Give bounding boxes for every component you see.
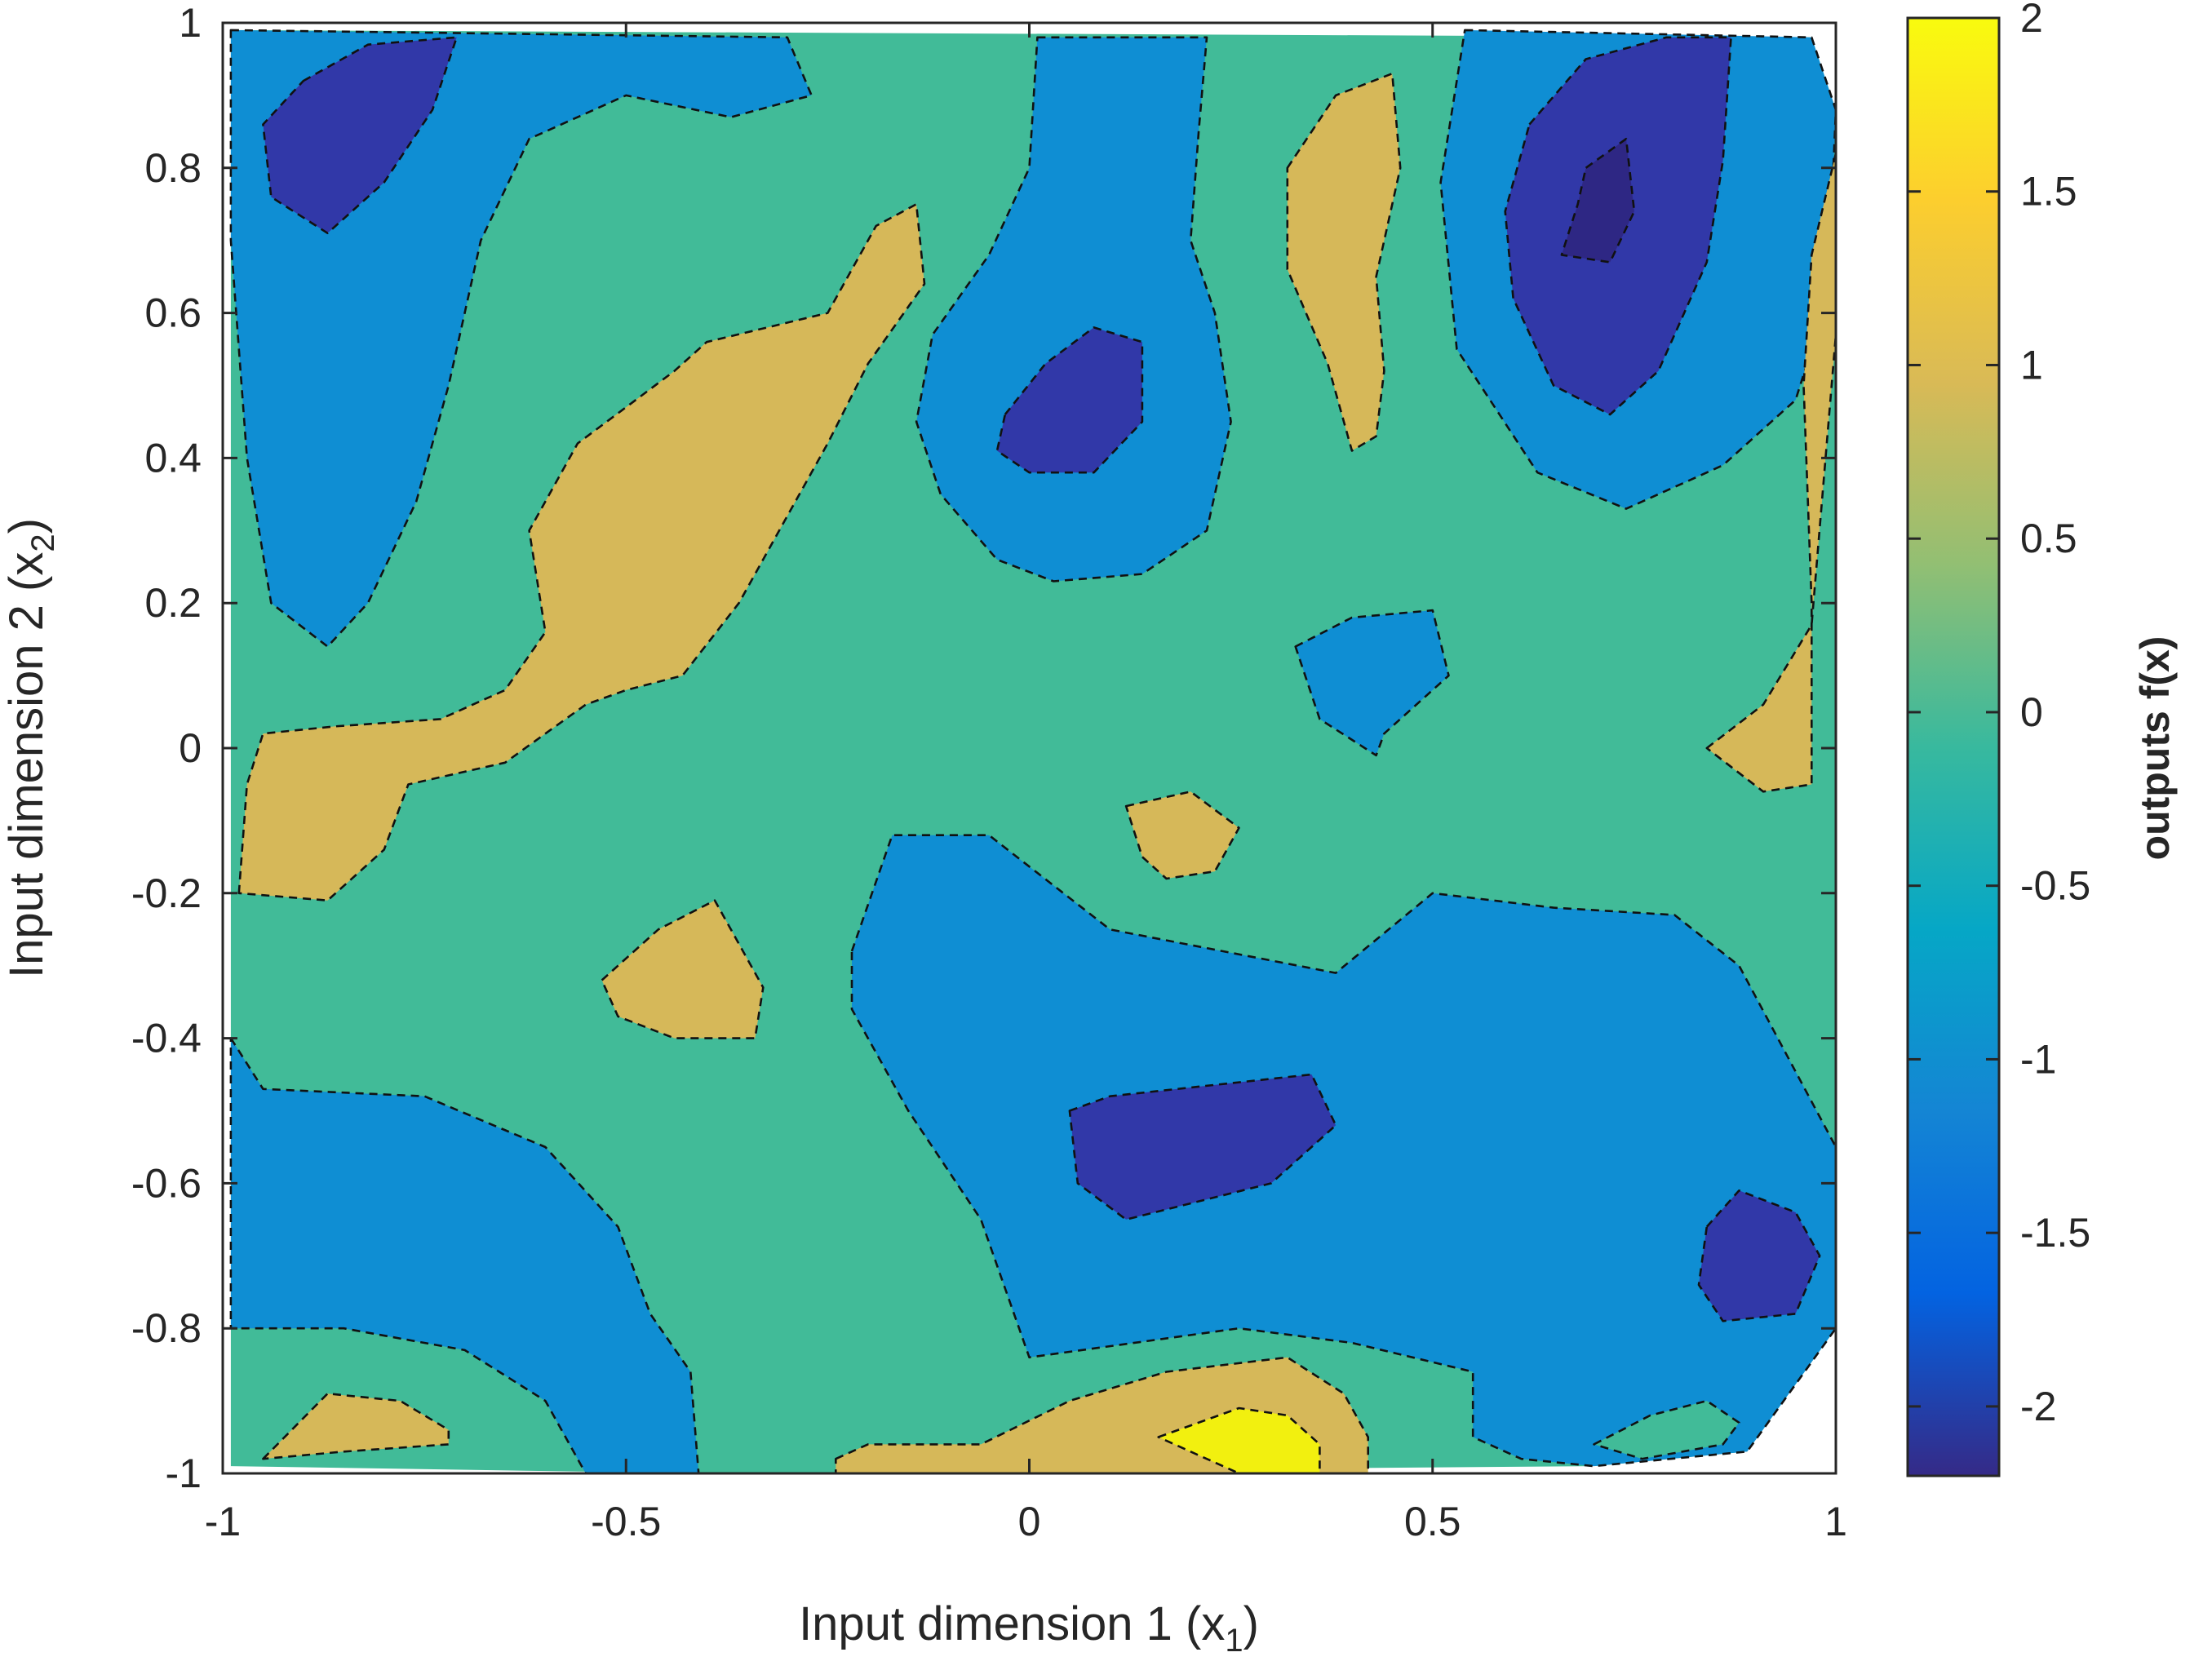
y-tick-label: 1 bbox=[179, 0, 202, 46]
y-tick-label: 0.6 bbox=[144, 290, 202, 336]
colorbar-tick-label: -1.5 bbox=[2020, 1210, 2090, 1256]
y-tick-label: 0.2 bbox=[144, 580, 202, 626]
contour-region-3 bbox=[995, 326, 1144, 474]
colorbar-tick-label: -2 bbox=[2020, 1384, 2056, 1429]
y-tick-label: -1 bbox=[166, 1451, 202, 1496]
contour-region-14 bbox=[237, 203, 926, 901]
contour-region-9 bbox=[1068, 1073, 1337, 1221]
contour-region-2 bbox=[915, 36, 1232, 583]
y-axis-ticks: -1 -0.8 -0.6 -0.4 -0.2 0 0.2 0.4 0.6 0.8 1 bbox=[131, 0, 1836, 1496]
colorbar: -2 -1.5 -1 -0.5 0 0.5 1 1.5 2 outputs f(x) bbox=[1906, 0, 2178, 1477]
colorbar-tick-label: 0 bbox=[2020, 689, 2043, 735]
contour-regions bbox=[229, 29, 1836, 1473]
contour-region-18 bbox=[1705, 152, 1836, 793]
contour-region-11 bbox=[1593, 1399, 1740, 1460]
x-tick-label: 0 bbox=[1018, 1499, 1041, 1544]
x-axis-ticks: -1 -0.5 0 0.5 1 bbox=[205, 23, 1847, 1544]
x-tick-label: 0.5 bbox=[1404, 1499, 1461, 1544]
colorbar-gradient-bar bbox=[1908, 18, 1999, 1476]
y-tick-label: 0 bbox=[179, 725, 202, 771]
y-tick-label: -0.8 bbox=[131, 1305, 202, 1351]
y-tick-label: 0.4 bbox=[144, 435, 202, 481]
y-axis-label: Input dimension 2 (x2) bbox=[0, 518, 61, 978]
plot-area: -1 -0.5 0 0.5 1 -1 -0.8 -0.6 -0.4 -0.2 0 0.2 0.4 0.6… bbox=[131, 0, 1847, 1544]
contour-region-13 bbox=[262, 1392, 450, 1460]
colorbar-tick-label: 0.5 bbox=[2020, 516, 2077, 561]
contour-region-1 bbox=[262, 36, 459, 235]
contour-region-7 bbox=[1294, 609, 1450, 757]
contour-region-12 bbox=[229, 1037, 700, 1473]
contour-region-16 bbox=[1124, 790, 1240, 880]
contour-region-6 bbox=[1560, 137, 1636, 264]
y-tick-label: 0.8 bbox=[144, 145, 202, 191]
contour-region-20 bbox=[1157, 1406, 1321, 1473]
contour-region-8 bbox=[850, 834, 1836, 1468]
x-axis-label: Input dimension 1 (x1) bbox=[799, 1597, 1259, 1659]
y-tick-label: -0.4 bbox=[131, 1016, 202, 1061]
colorbar-tick-label: 1 bbox=[2020, 342, 2043, 388]
x-tick-label: 1 bbox=[1824, 1499, 1847, 1544]
x-tick-label: -1 bbox=[205, 1499, 241, 1544]
contour-region-10 bbox=[1697, 1189, 1821, 1322]
colorbar-tick-label: -1 bbox=[2020, 1036, 2056, 1082]
contour-region-17 bbox=[1286, 72, 1402, 452]
colorbar-tick-label: -0.5 bbox=[2020, 863, 2090, 909]
colorbar-tick-label: 2 bbox=[2020, 0, 2043, 41]
y-tick-label: -0.2 bbox=[131, 870, 202, 916]
colorbar-frame bbox=[1906, 16, 2001, 1477]
y-tick-label: -0.6 bbox=[131, 1160, 202, 1206]
x-tick-label: -0.5 bbox=[591, 1499, 661, 1544]
colorbar-label: outputs f(x) bbox=[2132, 636, 2178, 861]
colorbar-ticks: -2 -1.5 -1 -0.5 0 0.5 1 1.5 2 bbox=[1908, 0, 2090, 1429]
colorbar-tick-label: 1.5 bbox=[2020, 169, 2077, 215]
contour-region-15 bbox=[601, 899, 765, 1039]
